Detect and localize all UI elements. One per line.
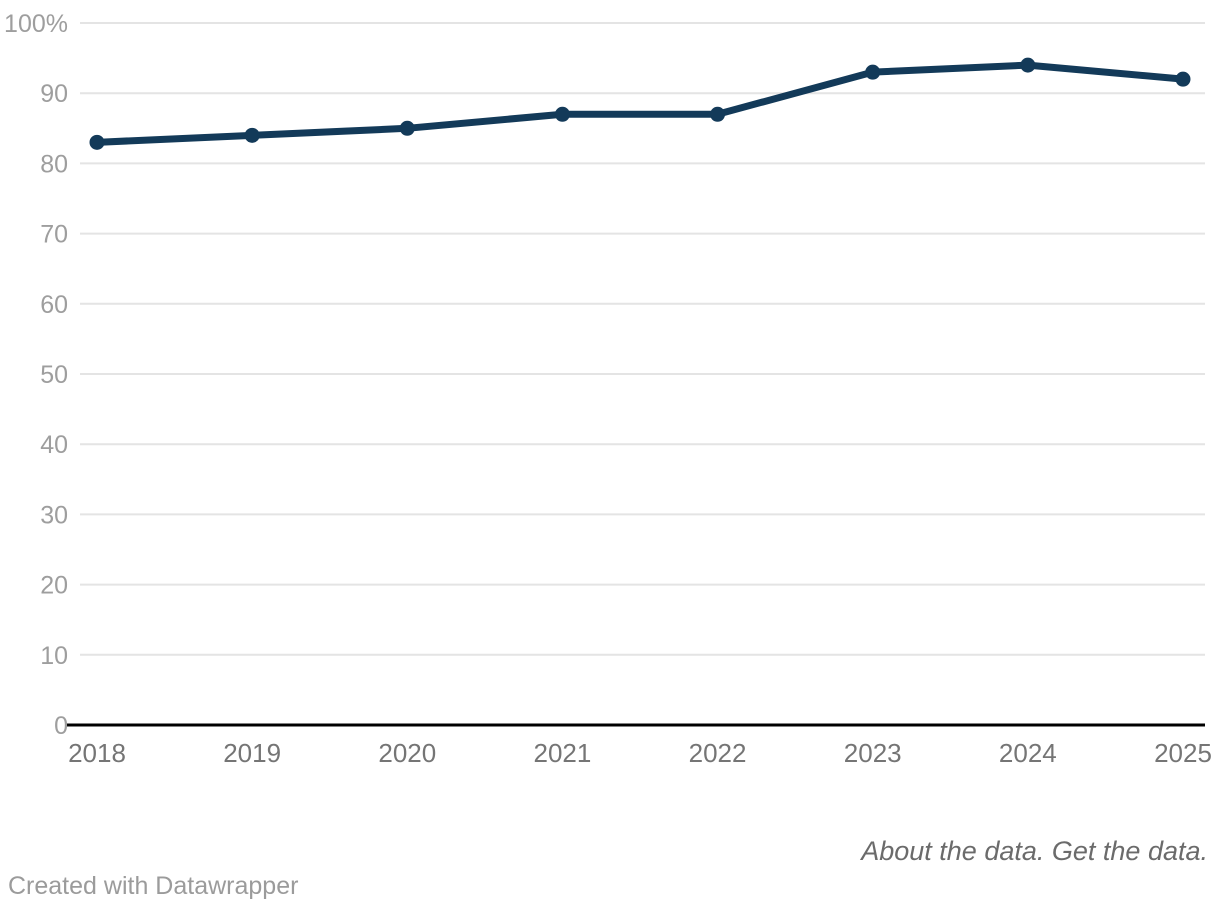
- data-line: [93, 61, 1187, 146]
- x-tick-label: 2023: [844, 738, 902, 768]
- data-point[interactable]: [865, 64, 881, 80]
- footer-links: About the data. Get the data.: [861, 836, 1208, 867]
- x-tick-label: 2022: [689, 738, 747, 768]
- y-tick-label: 100%: [4, 10, 68, 38]
- y-tick-label: 70: [40, 221, 68, 249]
- y-tick-label: 50: [40, 361, 68, 389]
- data-point[interactable]: [1020, 57, 1036, 73]
- y-tick-label: 90: [40, 80, 68, 108]
- y-tick-label: 20: [40, 572, 68, 600]
- x-tick-label: 2024: [999, 738, 1057, 768]
- x-tick-label: 2018: [68, 738, 126, 768]
- x-tick-label: 2020: [378, 738, 436, 768]
- data-point[interactable]: [399, 120, 415, 136]
- y-tick-label: 80: [40, 150, 68, 178]
- data-point[interactable]: [554, 106, 570, 122]
- y-tick-label: 10: [40, 642, 68, 670]
- y-tick-label: 30: [40, 501, 68, 529]
- datawrapper-attribution-link[interactable]: Created with Datawrapper: [8, 872, 299, 900]
- y-tick-label: 60: [40, 291, 68, 319]
- y-tick-label: 0: [54, 712, 68, 740]
- data-point[interactable]: [89, 134, 105, 150]
- data-point[interactable]: [1175, 71, 1191, 87]
- data-point[interactable]: [710, 106, 726, 122]
- get-the-data-link[interactable]: Get the data.: [1051, 836, 1208, 866]
- y-tick-label: 40: [40, 431, 68, 459]
- x-tick-label: 2021: [534, 738, 592, 768]
- about-the-data-link[interactable]: About the data.: [861, 836, 1045, 866]
- x-tick-label: 2019: [223, 738, 281, 768]
- line-chart: 0 10 20 30 40 50 60 70 80 90 100% 2018 2019 2020 2021 2…: [4, 10, 1212, 768]
- x-tick-label: 2025: [1154, 738, 1212, 768]
- data-point[interactable]: [244, 127, 260, 143]
